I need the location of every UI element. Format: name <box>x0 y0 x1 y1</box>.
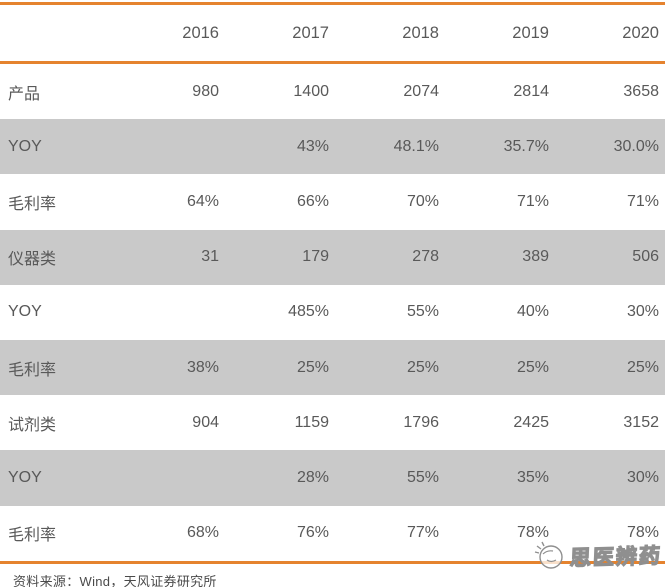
table-cell: 30% <box>626 468 659 486</box>
table-cell: 71% <box>516 192 549 210</box>
table-row: YOY 43% 48.1% 35.7% 30.0% <box>0 119 665 175</box>
table-cell: 506 <box>632 248 659 266</box>
table-body: 产品 980 1400 2074 2814 3658 YOY 43% 48.1% 35.7% 30.… <box>0 64 665 561</box>
table-row: YOY 485% 55% 40% 30% <box>0 285 665 340</box>
table-row: 毛利率 64% 66% 70% 71% 71% <box>0 174 665 229</box>
table-cell: 66% <box>296 192 329 210</box>
table-cell: 40% <box>516 303 549 321</box>
table-row: 毛利率 38% 25% 25% 25% 25% <box>0 339 665 396</box>
row-label: 仪器类 <box>8 251 57 269</box>
table-row: 试剂类 904 1159 1796 2425 3152 <box>0 395 665 450</box>
table-cell: 38% <box>186 358 219 376</box>
table-cell: 64% <box>186 192 219 210</box>
header-cell-year-2016: 2016 <box>182 23 219 42</box>
table-row: YOY 28% 55% 35% 30% <box>0 450 665 506</box>
bottom-rule <box>0 560 665 564</box>
table-row: 产品 980 1400 2074 2814 3658 <box>0 64 665 119</box>
table-cell: 30% <box>626 303 659 321</box>
row-label: YOY <box>8 468 42 486</box>
table-cell: 2814 <box>513 82 549 100</box>
table-cell: 278 <box>412 248 439 266</box>
table-cell: 76% <box>296 524 329 542</box>
row-label: YOY <box>8 303 42 321</box>
header-cell-year-2018: 2018 <box>402 23 439 42</box>
table-cell: 43% <box>296 137 329 155</box>
header-rule <box>0 61 665 64</box>
top-rule <box>0 2 665 5</box>
table-cell: 485% <box>288 303 329 321</box>
table-cell: 2425 <box>513 413 549 431</box>
table-cell: 35.7% <box>503 137 549 155</box>
row-label: 毛利率 <box>8 195 57 213</box>
row-label: 产品 <box>8 85 41 103</box>
table-cell: 179 <box>302 248 329 266</box>
table-cell: 31 <box>201 248 219 266</box>
row-label: 毛利率 <box>8 361 57 379</box>
table-cell: 3658 <box>623 82 659 100</box>
table-cell: 30.0% <box>613 137 659 155</box>
table-cell: 55% <box>406 468 439 486</box>
table-cell: 68% <box>186 524 219 542</box>
table-header-row: 2016 2017 2018 2019 2020 <box>0 5 665 61</box>
table-cell: 1159 <box>294 413 329 431</box>
row-label: YOY <box>8 137 42 155</box>
watermark-text: 思医辨药 <box>569 544 663 571</box>
watermark-logo-icon <box>534 541 563 569</box>
table-row: 毛利率 68% 76% 77% 78% 78% <box>0 506 665 561</box>
watermark: 思医辨药 <box>533 540 663 572</box>
table-cell: 389 <box>522 248 549 266</box>
source-note: 资料来源：Wind，天风证券研究所 <box>13 573 217 587</box>
table-cell: 77% <box>406 524 439 542</box>
header-cell-year-2020: 2020 <box>622 23 659 42</box>
header-cell-year-2019: 2019 <box>512 23 549 42</box>
table-cell: 70% <box>406 192 439 210</box>
table-cell: 78% <box>626 524 659 542</box>
row-label: 毛利率 <box>8 527 57 545</box>
table-cell: 25% <box>406 358 439 376</box>
table-cell: 25% <box>516 358 549 376</box>
table-cell: 78% <box>516 524 549 542</box>
table-cell: 1796 <box>403 413 439 431</box>
table-cell: 28% <box>296 468 329 486</box>
table-cell: 980 <box>192 82 219 100</box>
row-label: 试剂类 <box>8 416 57 434</box>
table-cell: 1400 <box>293 82 329 100</box>
table-cell: 35% <box>516 468 549 486</box>
table-row: 仪器类 31 179 278 389 506 <box>0 229 665 285</box>
table-cell: 904 <box>192 413 219 431</box>
table-cell: 71% <box>626 192 659 210</box>
table-cell: 25% <box>296 358 329 376</box>
table-cell: 3152 <box>623 413 659 431</box>
table-cell: 2074 <box>403 82 439 100</box>
header-cell-year-2017: 2017 <box>292 23 329 42</box>
table-cell: 48.1% <box>393 137 439 155</box>
table-cell: 55% <box>406 303 439 321</box>
table-cell: 25% <box>626 358 659 376</box>
